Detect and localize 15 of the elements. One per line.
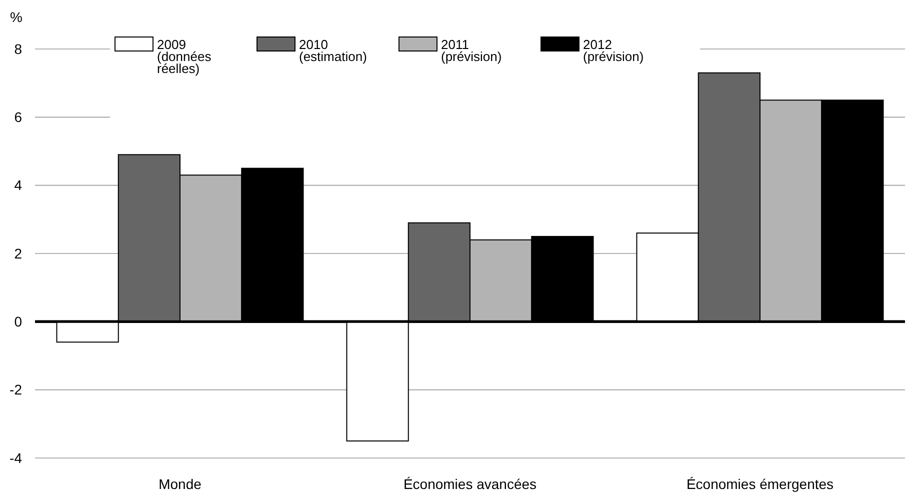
- y-tick-label: 0: [14, 314, 22, 330]
- x-tick-label: Économies émergentes: [686, 476, 834, 492]
- y-tick-label: -4: [10, 450, 22, 466]
- y-tick-label: 4: [14, 177, 22, 194]
- x-tick-label: Monde: [158, 476, 202, 492]
- y-tick-label: 8: [14, 40, 22, 57]
- y-tick-label: 2: [14, 245, 22, 262]
- y-axis-title: %: [10, 9, 22, 25]
- y-tick-label: 6: [14, 109, 22, 126]
- legend-label: 2011 (prévision): [441, 37, 502, 64]
- y-tick-label: -2: [10, 382, 22, 398]
- x-tick-label: Économies avancées: [403, 476, 537, 492]
- legend-label: 2010 (estimation): [299, 37, 367, 64]
- legend-label: 2012 (prévision): [583, 37, 644, 64]
- legend-label: 2009 (données réelles): [157, 37, 212, 76]
